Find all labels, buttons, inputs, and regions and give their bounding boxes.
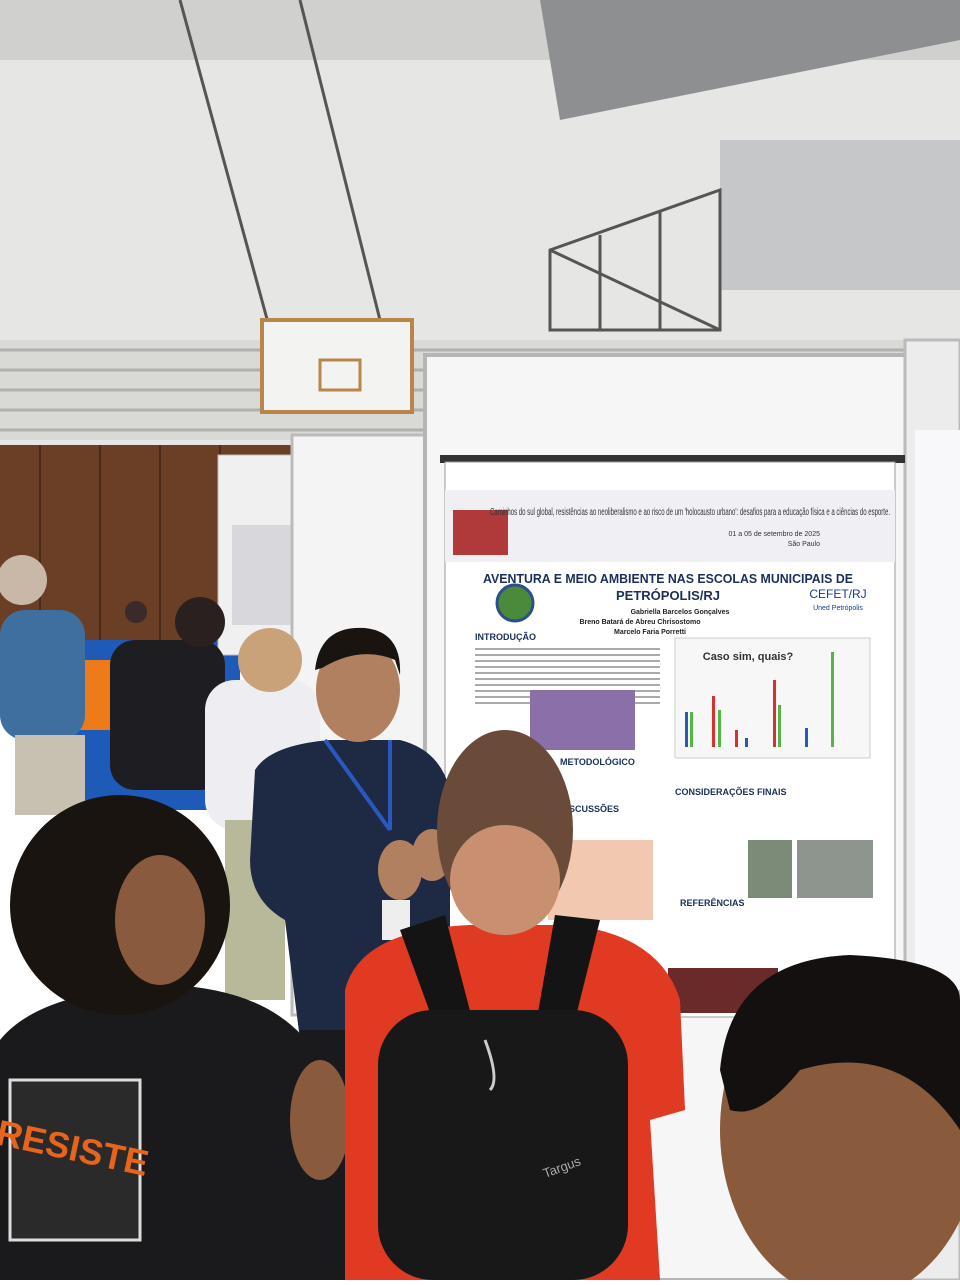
poster-part	[530, 690, 635, 750]
red-shirt-visitor-part	[483, 1039, 496, 1092]
booth-panels-part	[440, 455, 905, 463]
gym-background-part	[720, 140, 960, 290]
gym-background-part-part	[178, 0, 272, 331]
background-people-part	[125, 601, 147, 623]
presenter-part	[378, 840, 422, 900]
section-heading: INTRODUÇÃO	[475, 632, 536, 642]
poster-chart-bars-part	[778, 705, 781, 747]
poster-title: PETRÓPOLIS/RJ	[616, 588, 720, 603]
red-shirt-visitor-part	[535, 915, 600, 1040]
gym-background-part	[178, 0, 722, 332]
gym-background-part	[260, 318, 414, 414]
left-woman: RESISTE	[0, 795, 360, 1280]
presenter-part	[316, 638, 400, 742]
gym-background-part	[540, 0, 960, 120]
section-heading: REFERÊNCIAS	[680, 897, 745, 908]
poster-part	[453, 510, 508, 555]
background-people-part	[0, 555, 47, 605]
event-title: Caminhos do sul global, resistências ao …	[490, 507, 890, 518]
poster-part-part	[475, 660, 660, 662]
poster-chart-bars	[685, 652, 834, 747]
booth-panels-part	[915, 430, 960, 990]
presenter-part	[315, 627, 401, 675]
poster-chart-bars-part	[718, 710, 721, 747]
poster-part	[748, 840, 792, 898]
poster-chart-bars-part	[805, 728, 808, 747]
poster-part-part	[475, 648, 660, 650]
poster-chart-bars-part	[690, 712, 693, 747]
chart-title: Caso sim, quais?	[703, 651, 794, 663]
gym-background-part	[318, 358, 362, 392]
poster-part-part	[475, 678, 660, 680]
poster-chart-bars-part	[773, 680, 776, 747]
poster-part	[445, 490, 895, 562]
gym-background-part-part	[298, 0, 382, 321]
left-woman-part	[8, 1078, 142, 1242]
foreground-man-part	[720, 955, 960, 1130]
poster-chart-bars-part	[685, 712, 688, 747]
red-shirt-visitor-part	[378, 1010, 628, 1280]
background-people-part	[238, 628, 302, 692]
gym-background-part-part	[549, 248, 721, 332]
background-people	[0, 555, 320, 1000]
poster-chart-bars-part	[831, 652, 834, 747]
event-dates: 01 a 05 de setembro de 2025	[729, 531, 821, 538]
poster-title: AVENTURA E MEIO AMBIENTE NAS ESCOLAS MUN…	[483, 571, 853, 586]
red-shirt-visitor: Targus	[345, 730, 685, 1280]
section-heading: DISCUSSÕES	[560, 804, 619, 814]
background-people-part	[175, 597, 225, 647]
red-shirt-visitor-part	[450, 825, 560, 935]
author: Breno Batará de Abreu Chrisostomo	[579, 619, 700, 626]
poster-part	[797, 840, 873, 898]
section-heading: CONSIDERAÇÕES FINAIS	[675, 787, 787, 797]
poster-chart-bars-part	[735, 730, 738, 747]
poster-part-part	[475, 654, 660, 656]
author: Marcelo Faria Porretti	[614, 629, 686, 636]
left-woman-part	[115, 855, 205, 985]
poster-part	[674, 637, 871, 759]
poster-part-part	[475, 672, 660, 674]
poster-part-part	[475, 666, 660, 668]
institution: CEFET/RJ	[809, 587, 866, 601]
poster-chart-bars-part	[745, 738, 748, 747]
campus: Uned Petrópolis	[813, 605, 863, 612]
red-shirt-visitor-part	[400, 915, 475, 1040]
author: Gabriella Barcelos Gonçalves	[631, 609, 730, 616]
event-city: São Paulo	[788, 541, 820, 548]
left-woman-part	[290, 1060, 350, 1180]
poster-chart-bars-part	[712, 696, 715, 747]
background-people-part	[110, 640, 225, 790]
background-people-part	[15, 735, 85, 815]
section-heading: METODOLÓGICO	[560, 756, 635, 767]
foreground-man	[720, 955, 960, 1285]
background-people-part	[0, 610, 85, 740]
presenter-part	[323, 738, 392, 832]
poster-part-part	[475, 684, 660, 686]
poster-part	[495, 583, 535, 623]
